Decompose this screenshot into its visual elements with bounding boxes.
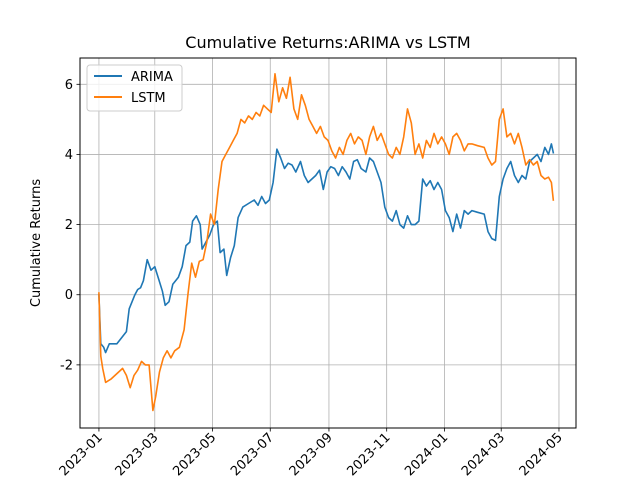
legend: ARIMA LSTM — [86, 64, 183, 112]
legend-label-arima: ARIMA — [131, 70, 173, 85]
y-axis-ticks: -2 0 2 4 6 — [60, 78, 80, 373]
y-tick-label: 4 — [65, 148, 73, 163]
y-tick-label: 2 — [65, 218, 73, 233]
y-tick-label: 6 — [65, 78, 73, 93]
y-tick-label: -2 — [60, 358, 73, 373]
legend-label-lstm: LSTM — [131, 91, 166, 106]
y-tick-label: 0 — [65, 288, 73, 303]
chart-title: Cumulative Returns:ARIMA vs LSTM — [185, 33, 470, 52]
series-line-arima — [98, 143, 555, 354]
y-axis-title: Cumulative Returns — [29, 179, 44, 307]
plot-frame — [79, 57, 577, 429]
grid-lines — [80, 58, 576, 428]
series-lines — [98, 73, 555, 412]
series-line-lstm — [98, 73, 555, 412]
